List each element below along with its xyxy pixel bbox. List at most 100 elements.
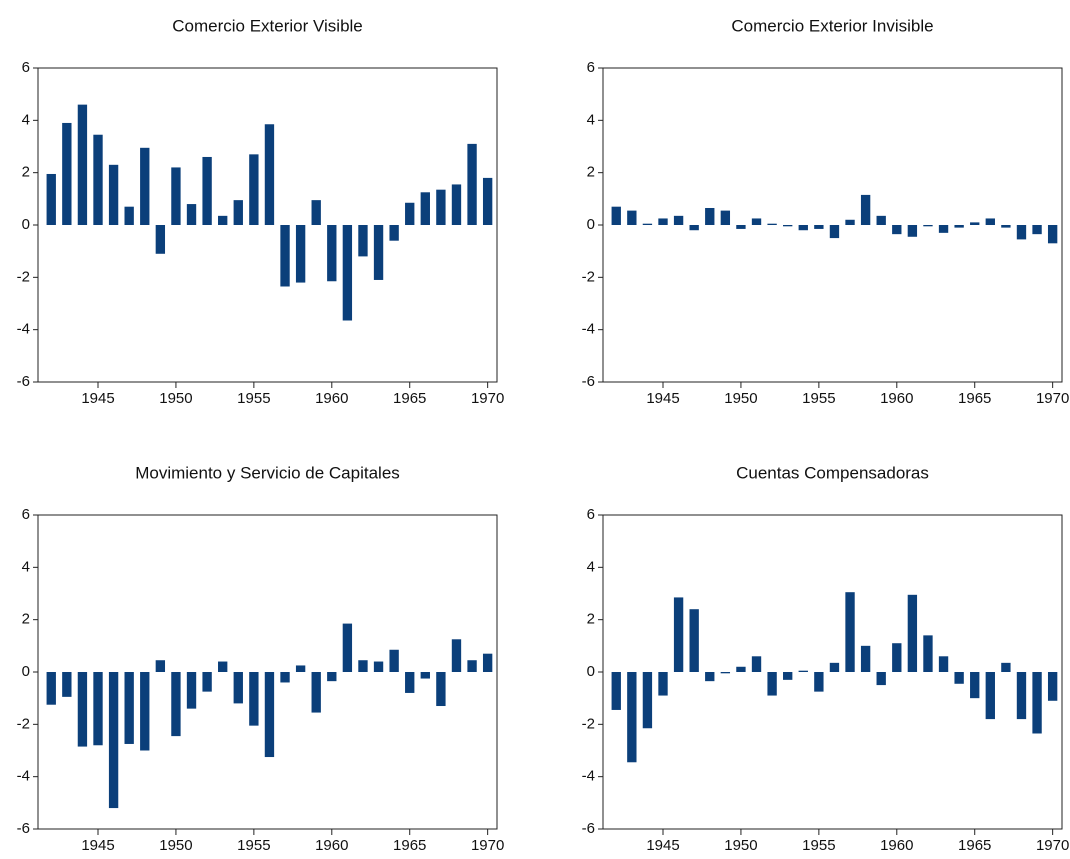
bar bbox=[1032, 225, 1042, 235]
bar bbox=[783, 672, 793, 680]
bar bbox=[611, 206, 621, 225]
x-tick-label: 1945 bbox=[646, 390, 679, 407]
y-tick-label: -6 bbox=[17, 373, 30, 390]
bar bbox=[829, 225, 840, 239]
y-tick-label: 4 bbox=[587, 111, 595, 128]
bar bbox=[705, 207, 715, 225]
x-tick-label: 1945 bbox=[646, 837, 679, 854]
bar bbox=[860, 645, 871, 672]
y-tick-label: 6 bbox=[587, 506, 595, 523]
bar bbox=[93, 672, 103, 746]
bar bbox=[954, 672, 964, 684]
bar bbox=[985, 218, 995, 225]
bar bbox=[233, 672, 243, 704]
x-tick-label: 1970 bbox=[471, 837, 504, 854]
bar bbox=[389, 649, 399, 672]
bar bbox=[62, 122, 72, 225]
bar bbox=[93, 134, 103, 225]
y-tick-label: 0 bbox=[22, 663, 30, 680]
bar bbox=[720, 672, 731, 674]
bar bbox=[1016, 225, 1027, 240]
bar bbox=[295, 665, 306, 672]
bar bbox=[970, 222, 980, 225]
bar bbox=[954, 225, 964, 228]
bar bbox=[218, 661, 228, 672]
x-tick-label: 1960 bbox=[880, 390, 913, 407]
y-tick-label: -4 bbox=[17, 321, 30, 338]
bar bbox=[923, 225, 933, 227]
bar bbox=[892, 225, 902, 235]
bar bbox=[342, 225, 353, 321]
bar bbox=[751, 656, 762, 672]
x-tick-label: 1955 bbox=[237, 390, 270, 407]
bar bbox=[451, 184, 462, 225]
bar bbox=[311, 200, 321, 225]
x-tick-label: 1960 bbox=[315, 837, 348, 854]
bar bbox=[46, 672, 56, 705]
bar bbox=[876, 215, 886, 225]
bar bbox=[892, 643, 902, 672]
x-tick-label: 1950 bbox=[724, 837, 757, 854]
bar bbox=[202, 156, 212, 225]
bar bbox=[783, 225, 793, 227]
bar bbox=[171, 167, 181, 225]
x-tick-label: 1955 bbox=[802, 837, 835, 854]
bar bbox=[342, 623, 353, 672]
bar bbox=[311, 672, 321, 713]
bar bbox=[736, 225, 746, 229]
bar bbox=[436, 672, 446, 707]
x-tick-label: 1960 bbox=[315, 390, 348, 407]
bar bbox=[482, 177, 493, 225]
chart-title: Movimiento y Servicio de Capitales bbox=[135, 463, 400, 482]
bar bbox=[202, 672, 212, 692]
bar bbox=[327, 225, 337, 282]
x-tick-label: 1955 bbox=[802, 390, 835, 407]
bar bbox=[627, 210, 637, 225]
bar bbox=[751, 218, 762, 225]
bar bbox=[186, 672, 197, 709]
x-tick-label: 1950 bbox=[724, 390, 757, 407]
bar bbox=[62, 672, 72, 697]
y-tick-label: 2 bbox=[587, 611, 595, 628]
y-tick-label: 4 bbox=[22, 111, 30, 128]
y-tick-label: 2 bbox=[22, 611, 30, 628]
bar bbox=[46, 173, 56, 225]
bar bbox=[985, 672, 995, 720]
bar bbox=[233, 200, 243, 225]
bar bbox=[673, 215, 684, 225]
bar bbox=[436, 189, 446, 225]
bar bbox=[814, 225, 824, 229]
bar bbox=[1047, 672, 1058, 701]
y-tick-label: 2 bbox=[22, 164, 30, 181]
bar bbox=[467, 143, 477, 225]
bar bbox=[280, 672, 290, 683]
bar bbox=[405, 672, 415, 693]
x-tick-label: 1965 bbox=[393, 390, 426, 407]
y-tick-label: -4 bbox=[17, 768, 30, 785]
bar bbox=[705, 672, 715, 682]
bar bbox=[77, 104, 88, 225]
bar bbox=[1016, 672, 1027, 720]
y-tick-label: -2 bbox=[582, 268, 595, 285]
bar bbox=[108, 672, 119, 809]
bar bbox=[327, 672, 337, 682]
bar bbox=[171, 672, 181, 737]
bar bbox=[845, 592, 855, 672]
bar bbox=[970, 672, 980, 699]
y-tick-label: 6 bbox=[22, 59, 30, 76]
bar bbox=[420, 192, 430, 225]
y-tick-label: 4 bbox=[587, 558, 595, 575]
y-tick-label: -4 bbox=[582, 768, 595, 785]
bar bbox=[611, 672, 621, 710]
bar bbox=[829, 662, 840, 672]
bar bbox=[108, 164, 119, 225]
bar bbox=[658, 672, 668, 696]
bar bbox=[358, 225, 368, 257]
bar bbox=[876, 672, 886, 686]
x-tick-label: 1945 bbox=[81, 837, 114, 854]
bar bbox=[1032, 672, 1042, 734]
y-tick-label: -6 bbox=[17, 820, 30, 837]
bar bbox=[1001, 225, 1011, 228]
bar bbox=[373, 661, 384, 672]
y-tick-label: -2 bbox=[17, 268, 30, 285]
